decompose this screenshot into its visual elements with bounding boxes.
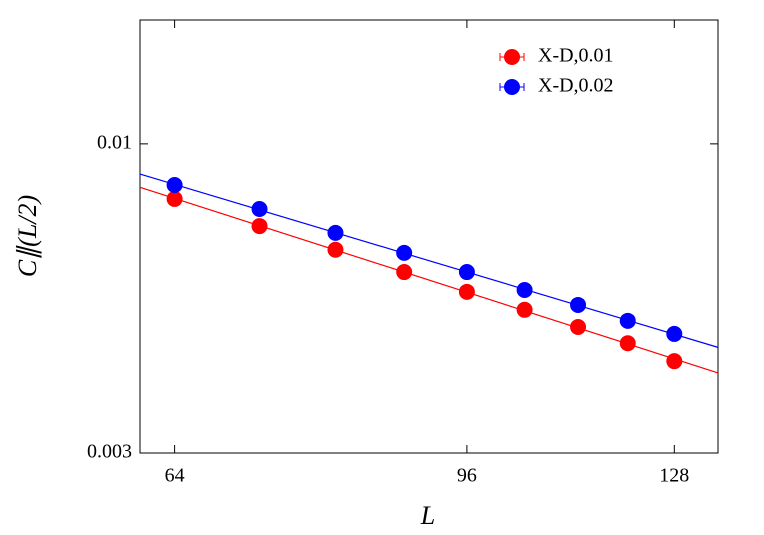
data-point	[327, 241, 344, 258]
x-tick-label: 128	[659, 465, 689, 487]
data-point	[570, 319, 587, 336]
y-tick-label: 0.01	[97, 131, 132, 153]
x-tick-label: 64	[165, 465, 185, 487]
y-axis-label: C∥(L/2)	[13, 195, 42, 277]
plot-frame	[139, 19, 719, 454]
data-point	[251, 218, 268, 235]
data-point	[516, 282, 533, 299]
data-point	[570, 296, 587, 313]
data-point	[166, 176, 183, 193]
legend-label: X-D,0.01	[538, 45, 614, 67]
data-point	[666, 325, 683, 342]
x-axis-label: L	[420, 501, 435, 530]
legend-marker	[504, 49, 520, 65]
legend-marker	[504, 79, 520, 95]
legend-label: X-D,0.02	[538, 75, 614, 97]
data-point	[327, 224, 344, 241]
y-tick-label: 0.003	[87, 441, 132, 463]
data-point	[396, 244, 413, 261]
x-tick-label: 96	[457, 465, 477, 487]
data-point	[458, 283, 475, 300]
data-point	[619, 312, 636, 329]
data-point	[458, 264, 475, 281]
data-point	[251, 200, 268, 217]
data-point	[396, 264, 413, 281]
data-point	[666, 353, 683, 370]
data-point	[516, 301, 533, 318]
data-point	[166, 190, 183, 207]
data-point	[619, 335, 636, 352]
